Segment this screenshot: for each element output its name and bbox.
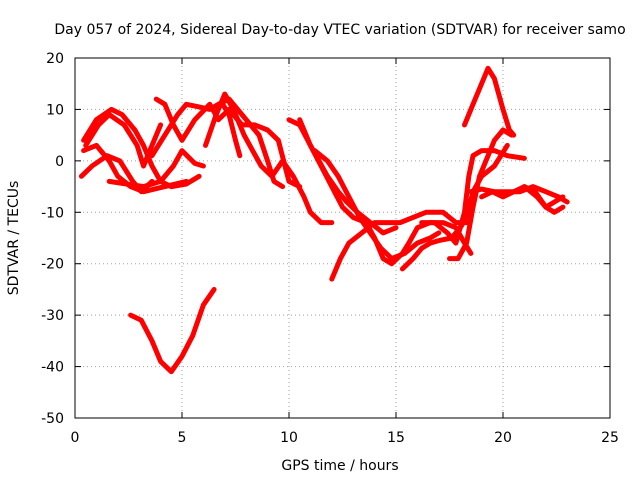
series-line-arc-i <box>203 91 335 226</box>
plot-frame <box>74 57 611 419</box>
y-tick-label: -10 <box>41 205 64 221</box>
series-line-arc-n <box>329 209 472 282</box>
series-line-arc-r <box>419 148 527 246</box>
y-tick-label: -30 <box>41 308 64 324</box>
series-line-arc-q <box>447 127 515 262</box>
series-line-arc-p <box>399 142 510 272</box>
x-tick-label: 10 <box>280 430 298 446</box>
axis-ticks: 0 5 10 15 20 25 20 10 0 -10 -20 -30 -40 -50 <box>41 51 619 446</box>
x-axis-label: GPS time / hours <box>281 458 398 474</box>
x-tick-label: 25 <box>601 430 619 446</box>
y-tick-label: -50 <box>41 411 64 427</box>
series-line-arc-f <box>128 286 217 375</box>
y-tick-label: -20 <box>41 257 64 273</box>
grid-lines <box>75 58 610 418</box>
x-tick-label: 20 <box>494 430 512 446</box>
y-tick-label: 10 <box>46 102 64 118</box>
x-tick-label: 15 <box>387 430 405 446</box>
x-tick-label: 0 <box>71 430 80 446</box>
y-tick-label: -40 <box>41 360 64 376</box>
series-line-arc-h <box>153 96 303 190</box>
series-line-arc-e <box>106 148 206 190</box>
y-tick-label: 20 <box>46 51 64 67</box>
series-group <box>78 65 570 375</box>
chart-title: Day 057 of 2024, Sidereal Day-to-day VTE… <box>54 22 625 38</box>
y-axis-label: SDTVAR / TECUs <box>6 181 22 296</box>
series-line-arc-j <box>220 101 243 159</box>
series-line-arc-v <box>462 65 517 138</box>
y-tick-label: 0 <box>55 154 64 170</box>
series-line-arc-s <box>468 184 570 205</box>
x-tick-label: 5 <box>178 430 187 446</box>
series-line-arc-b <box>83 112 164 169</box>
series-line-arc-u <box>521 184 566 210</box>
